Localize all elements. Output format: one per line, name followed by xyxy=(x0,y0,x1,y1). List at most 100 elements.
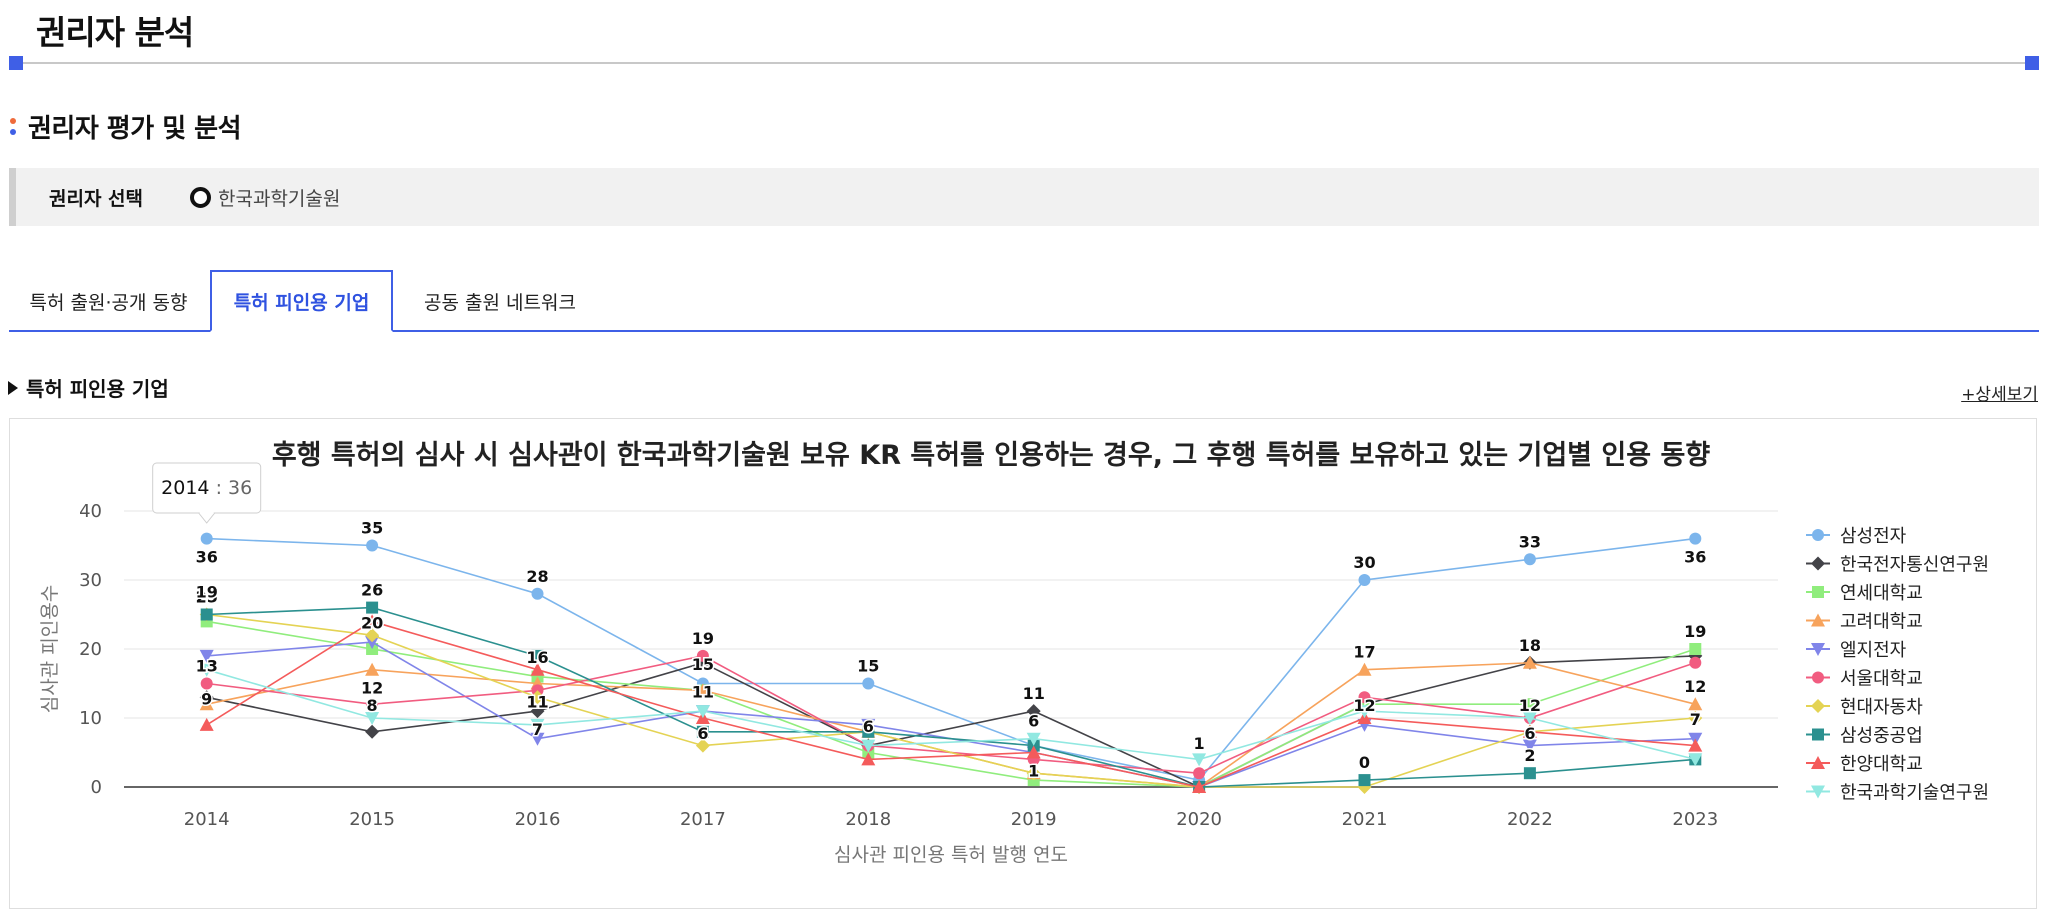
section-title: 권리자 평가 및 분석 xyxy=(10,108,242,145)
data-point xyxy=(1688,711,1703,725)
data-point xyxy=(695,705,710,719)
legend-item[interactable]: 엘지전자 xyxy=(1806,640,1907,661)
tab-joint-network[interactable]: 공동 출원 네트워크 xyxy=(424,291,576,314)
data-label: 28 xyxy=(526,567,548,586)
radio-checked-icon[interactable] xyxy=(190,186,212,208)
legend-item[interactable]: 현대자동차 xyxy=(1806,697,1923,718)
x-tick-label: 2014 xyxy=(184,809,230,830)
x-axis-title: 심사관 피인용 특허 발행 연도 xyxy=(834,844,1068,866)
legend-item[interactable]: 한양대학교 xyxy=(1806,754,1923,775)
tooltip-text: 2014 : 36 xyxy=(161,477,252,499)
data-label: 2 xyxy=(1524,746,1535,765)
series-line xyxy=(206,537,1696,781)
data-point xyxy=(199,697,214,711)
tooltip: 2014 : 36 xyxy=(152,462,262,524)
legend-item[interactable]: 삼성중공업 xyxy=(1806,726,1923,747)
data-point xyxy=(1689,656,1702,669)
series-line xyxy=(206,620,1696,788)
data-label: 26 xyxy=(361,581,383,600)
data-point xyxy=(696,649,709,662)
data-point xyxy=(530,704,545,719)
data-point xyxy=(1688,753,1703,767)
data-label: 30 xyxy=(1353,553,1375,572)
series-line xyxy=(206,606,1696,788)
detail-view-link[interactable]: +상세보기 xyxy=(1961,385,2038,405)
data-point xyxy=(1523,767,1536,780)
legend-marker-icon xyxy=(1811,556,1825,571)
data-point xyxy=(695,683,710,697)
data-point xyxy=(1358,774,1371,787)
data-label: 36 xyxy=(1684,548,1706,567)
legend-marker-icon xyxy=(1811,756,1825,769)
data-point xyxy=(1193,767,1206,780)
data-point xyxy=(199,649,214,663)
y-tick-label: 20 xyxy=(79,639,102,660)
page-title: 권리자 분석 xyxy=(36,13,194,52)
data-label: 25 xyxy=(196,588,218,607)
data-point xyxy=(200,677,213,690)
series-line xyxy=(206,620,1696,788)
data-point xyxy=(200,608,213,621)
data-label: 11 xyxy=(1023,684,1045,703)
subsection-title-text: 특허 피인용 기업 xyxy=(26,377,169,401)
data-label: 13 xyxy=(196,657,218,676)
bullet-dot-orange xyxy=(10,118,16,124)
data-point xyxy=(365,636,380,650)
legend-item[interactable]: 고려대학교 xyxy=(1806,612,1923,633)
data-point xyxy=(1192,780,1207,793)
title-divider xyxy=(15,62,2033,64)
data-point xyxy=(365,628,380,643)
data-label: 20 xyxy=(361,613,383,632)
data-label: 0 xyxy=(1359,753,1370,772)
data-point xyxy=(695,738,710,753)
data-point xyxy=(862,677,875,690)
data-label: 7 xyxy=(1690,710,1701,729)
legend-marker-icon xyxy=(1812,586,1824,598)
data-label: 6 xyxy=(1524,724,1535,743)
data-label: 7 xyxy=(532,720,543,739)
radio-option-kaist[interactable]: 한국과학기술원 xyxy=(190,184,340,211)
data-label: 11 xyxy=(692,682,714,701)
data-point xyxy=(366,601,379,614)
series-2 xyxy=(200,615,1702,793)
legend-marker-icon xyxy=(1811,643,1825,656)
legend-item[interactable]: 한국과학기술연구원 xyxy=(1806,783,1989,804)
chart-title: 후행 특허의 심사 시 심사관이 한국과학기술원 보유 KR 특허를 인용하는 … xyxy=(272,440,1710,471)
data-label: 6 xyxy=(1028,712,1039,731)
chart-container: 후행 특허의 심사 시 심사관이 한국과학기술원 보유 KR 특허를 인용하는 … xyxy=(9,418,2037,909)
subsection-title: 특허 피인용 기업 xyxy=(8,373,169,402)
legend-item[interactable]: 한국전자통신연구원 xyxy=(1806,555,1989,576)
data-label: 18 xyxy=(1519,636,1541,655)
data-point xyxy=(1522,655,1537,669)
tab-application-trend[interactable]: 특허 출원·공개 동향 xyxy=(29,291,188,314)
data-label: 6 xyxy=(863,717,874,736)
data-point xyxy=(366,698,379,711)
legend-label: 서울대학교 xyxy=(1840,669,1923,690)
data-point xyxy=(696,725,709,738)
series-9 xyxy=(199,663,1703,767)
tooltip-pointer xyxy=(197,512,216,524)
data-label: 36 xyxy=(196,548,218,567)
data-point xyxy=(1192,753,1207,767)
data-point xyxy=(531,649,544,662)
data-label: 12 xyxy=(1519,696,1541,715)
data-point xyxy=(530,718,545,732)
x-tick-label: 2015 xyxy=(349,809,395,830)
legend-item[interactable]: 서울대학교 xyxy=(1806,669,1923,690)
tab-cited-companies[interactable]: 특허 피인용 기업 xyxy=(210,270,393,332)
legend-item[interactable]: 삼성전자 xyxy=(1806,526,1907,547)
legend-item[interactable]: 연세대학교 xyxy=(1806,583,1923,604)
data-label: 16 xyxy=(526,648,548,667)
data-point xyxy=(861,739,876,753)
data-point xyxy=(200,532,213,545)
data-label: 1 xyxy=(1194,734,1205,753)
data-point xyxy=(530,732,545,746)
rights-holder-selector: 권리자 선택 한국과학기술원 xyxy=(9,168,2039,226)
data-point xyxy=(199,663,214,677)
x-tick-label: 2021 xyxy=(1342,809,1388,830)
legend-label: 삼성전자 xyxy=(1840,526,1907,547)
data-point xyxy=(366,539,379,552)
legend-marker-icon xyxy=(1811,785,1825,799)
triangle-right-icon xyxy=(8,380,18,395)
data-label: 12 xyxy=(1684,677,1706,696)
